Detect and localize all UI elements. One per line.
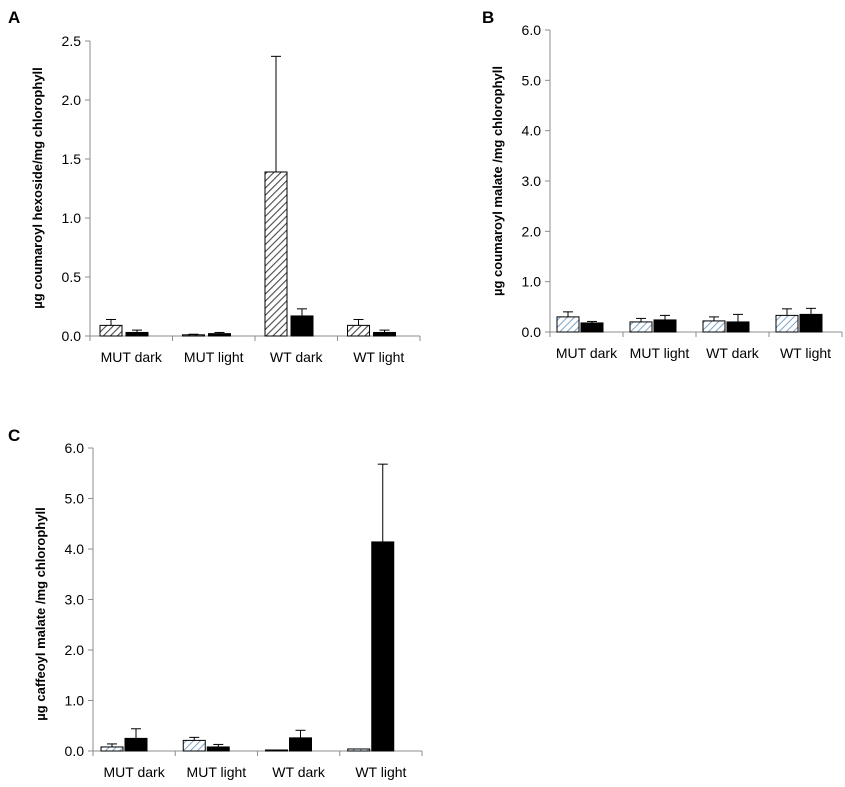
bar	[348, 325, 370, 336]
bar	[776, 315, 798, 332]
bar	[291, 316, 313, 336]
bar	[654, 320, 676, 332]
bar	[581, 323, 603, 332]
y-tick-label: 2.0	[522, 223, 542, 239]
y-tick-label: 5.0	[65, 491, 85, 507]
bar	[266, 750, 288, 751]
panel-b-y-axis-label: µg coumaroyl malate /mg chlorophyll	[490, 66, 505, 296]
panel-b-x-axis: MUT dark MUT light WT dark WT light	[550, 332, 842, 361]
y-tick-label: 1.0	[65, 693, 85, 709]
bar	[372, 542, 394, 751]
bar	[100, 325, 122, 336]
bar	[126, 332, 148, 336]
bar	[101, 747, 123, 751]
category-label: MUT dark	[101, 349, 163, 365]
bar	[348, 749, 370, 751]
y-tick-label: 2.5	[62, 33, 82, 49]
y-tick-label: 2.0	[65, 642, 85, 658]
panel-a-chart: A 0.0 0.5 1.0 1.5 2.0 2.5 MUT dark MUT light WT…	[8, 8, 420, 365]
category-label: MUT light	[630, 345, 690, 361]
category-label: WT dark	[706, 345, 760, 361]
y-tick-label: 6.0	[522, 22, 542, 38]
panel-b-chart: B 0.0 1.0 2.0 3.0 4.0 5.0 6.0 MUT dark MUT ligh…	[482, 8, 842, 361]
category-label: WT light	[353, 349, 404, 365]
category-label: WT light	[355, 764, 406, 780]
bar	[265, 172, 287, 336]
y-tick-label: 0.0	[62, 328, 82, 344]
y-tick-label: 5.0	[522, 72, 542, 88]
y-tick-label: 0.0	[522, 324, 542, 340]
y-tick-label: 1.0	[522, 274, 542, 290]
panel-c-x-axis: MUT dark MUT light WT dark WT light	[93, 751, 422, 780]
bar	[209, 334, 231, 336]
panel-a-bars	[100, 56, 396, 336]
y-tick-label: 3.0	[522, 173, 542, 189]
category-label: MUT dark	[104, 764, 166, 780]
bar	[703, 321, 725, 332]
bar	[557, 317, 579, 332]
y-tick-label: 2.0	[62, 92, 82, 108]
panel-b-y-axis: 0.0 1.0 2.0 3.0 4.0 5.0 6.0	[522, 22, 550, 340]
panel-a-letter: A	[8, 8, 20, 27]
bar	[125, 738, 147, 751]
category-label: MUT light	[184, 349, 244, 365]
bar	[207, 747, 229, 751]
bar	[183, 740, 205, 751]
panel-a-y-axis-label: µg coumaroyl hexoside/mg chlorophyll	[30, 67, 45, 309]
panel-c-y-axis-label: µg caffeoyl malate /mg chlorophyll	[33, 507, 48, 720]
category-label: WT dark	[272, 764, 326, 780]
panel-c-bars	[101, 464, 394, 751]
panel-b-letter: B	[482, 8, 494, 27]
category-label: MUT dark	[556, 345, 618, 361]
y-tick-label: 0.0	[65, 743, 85, 759]
bar	[183, 335, 205, 336]
y-tick-label: 0.5	[62, 269, 82, 285]
y-tick-label: 6.0	[65, 440, 85, 456]
bar	[374, 332, 396, 336]
panel-c-letter: C	[8, 426, 20, 445]
panel-a-x-axis: MUT dark MUT light WT dark WT light	[90, 336, 420, 365]
category-label: WT light	[780, 345, 831, 361]
bar	[290, 738, 312, 751]
panel-c-y-axis: 0.0 1.0 2.0 3.0 4.0 5.0 6.0	[65, 440, 93, 759]
category-label: WT dark	[270, 349, 324, 365]
y-tick-label: 4.0	[65, 541, 85, 557]
bar	[800, 314, 822, 332]
bar	[727, 322, 749, 332]
panel-c-chart: C 0.0 1.0 2.0 3.0 4.0 5.0 6.0 MUT dark MUT ligh…	[8, 426, 422, 780]
y-tick-label: 3.0	[65, 592, 85, 608]
panel-a-y-axis: 0.0 0.5 1.0 1.5 2.0 2.5	[62, 33, 90, 344]
category-label: MUT light	[187, 764, 247, 780]
y-tick-label: 4.0	[522, 123, 542, 139]
y-tick-label: 1.0	[62, 210, 82, 226]
panel-b-bars	[557, 308, 822, 332]
bar	[630, 322, 652, 332]
y-tick-label: 1.5	[62, 151, 82, 167]
